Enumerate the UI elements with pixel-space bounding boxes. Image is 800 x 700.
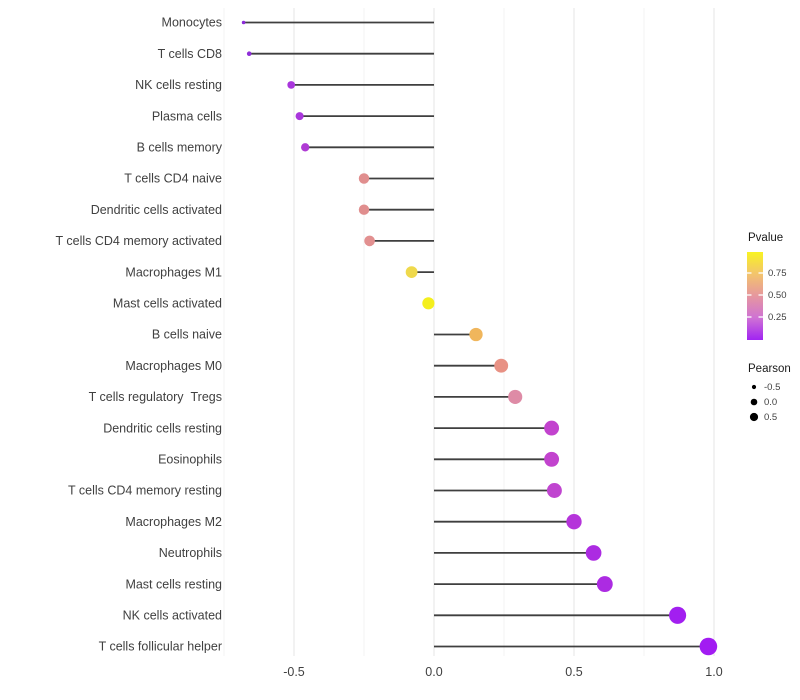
category-label: Dendritic cells resting: [103, 421, 222, 435]
lollipop-dot: [544, 420, 560, 436]
category-label: Macrophages M2: [125, 515, 222, 529]
category-label: Macrophages M0: [125, 359, 222, 373]
lollipop-dot: [422, 297, 435, 310]
category-label: T cells follicular helper: [99, 640, 222, 654]
lollipop-dot: [241, 20, 246, 25]
lollipop-dot: [358, 173, 370, 184]
x-tick-label: -0.5: [283, 665, 305, 679]
lollipop-dot: [494, 358, 509, 373]
pearson-legend-title: Pearson: [748, 363, 791, 375]
lollipop-dot: [469, 327, 483, 342]
category-label: Plasma cells: [152, 109, 222, 123]
category-label: NK cells activated: [123, 609, 222, 623]
lollipop-dot: [544, 451, 560, 467]
category-label: Mast cells resting: [125, 577, 222, 591]
category-label: Neutrophils: [159, 546, 222, 560]
pearson-size-dot: [751, 384, 757, 390]
colorbar-tick-label: 0.75: [768, 268, 787, 279]
pearson-size-label: -0.5: [764, 382, 780, 393]
category-label: T cells CD8: [158, 47, 222, 61]
lollipop-dot: [287, 81, 296, 89]
lollipop-dot: [546, 483, 562, 498]
pearson-size-label: 0.5: [764, 412, 777, 423]
category-label: Eosinophils: [158, 453, 222, 467]
lollipop-dot: [301, 143, 310, 152]
colorbar-tick-label: 0.25: [768, 312, 787, 323]
lollipop-dot: [585, 545, 602, 561]
lollipop-dot: [508, 389, 523, 404]
category-label: T cells regulatory Tregs: [89, 390, 222, 404]
x-tick-label: 0.5: [565, 665, 582, 679]
colorbar-tick-label: 0.50: [768, 290, 787, 301]
category-label: T cells CD4 memory activated: [56, 234, 223, 248]
x-tick-label: 1.0: [705, 665, 722, 679]
category-label: Dendritic cells activated: [91, 203, 222, 217]
lollipop-dot: [405, 266, 418, 278]
category-label: B cells memory: [137, 141, 223, 155]
category-label: Mast cells activated: [113, 297, 222, 311]
lollipop-dot: [364, 235, 375, 247]
category-label: NK cells resting: [135, 78, 222, 92]
lollipop-dot: [699, 637, 718, 656]
pvalue-colorbar: [747, 252, 763, 340]
pearson-size-dot: [749, 412, 759, 422]
lollipop-dot: [669, 606, 687, 624]
category-label: B cells naive: [152, 328, 222, 342]
pvalue-legend-title: Pvalue: [748, 232, 783, 244]
category-label: Macrophages M1: [125, 265, 222, 279]
category-label: T cells CD4 memory resting: [68, 484, 222, 498]
pearson-size-label: 0.0: [764, 397, 777, 408]
category-label: T cells CD4 naive: [124, 172, 222, 186]
x-tick-label: 0.0: [425, 665, 442, 679]
pearson-size-dot: [750, 398, 758, 406]
lollipop-dot: [596, 576, 613, 593]
lollipop-dot: [246, 51, 252, 57]
category-label: Monocytes: [162, 16, 222, 30]
lollipop-dot: [566, 514, 582, 530]
lollipop-dot: [358, 204, 370, 215]
lollipop-dot: [295, 112, 304, 121]
